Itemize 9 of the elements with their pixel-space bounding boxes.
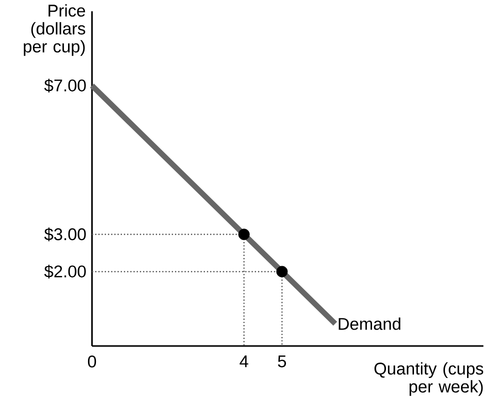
y-tick-label: $7.00 xyxy=(44,78,86,92)
x-tick-label: 5 xyxy=(278,356,286,368)
y-axis-title: Price (dollars per cup) xyxy=(24,4,86,56)
x-tick-label: 4 xyxy=(240,356,248,368)
x-axis-title: Quantity (cups per week) xyxy=(374,362,484,396)
x-tick-label: 0 xyxy=(88,356,96,368)
y-tick-label: $3.00 xyxy=(44,228,86,242)
y-tick-label: $2.00 xyxy=(44,264,86,278)
series-label: Demand xyxy=(338,317,400,330)
